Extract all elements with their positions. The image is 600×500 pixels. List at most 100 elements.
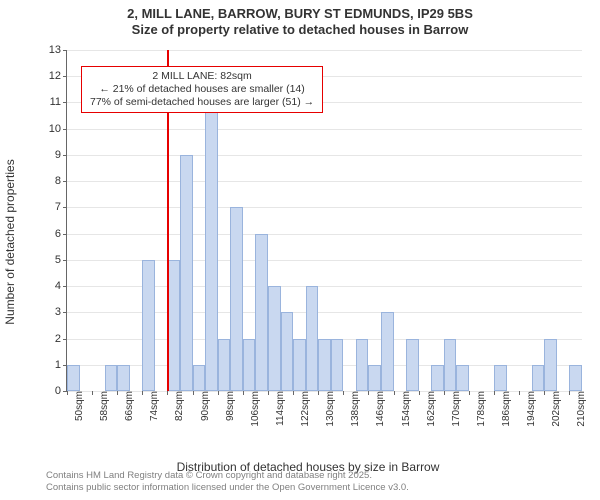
histogram-bar (293, 339, 306, 391)
histogram-bar (281, 312, 294, 391)
histogram-bar (544, 339, 557, 391)
histogram-bar (243, 339, 256, 391)
x-tick-mark (368, 391, 369, 395)
x-tick-label: 162sqm (422, 391, 437, 427)
histogram-bar (180, 155, 193, 391)
gridline-h (67, 50, 582, 51)
y-tick-label: 8 (55, 175, 67, 187)
x-tick-label: 50sqm (70, 391, 85, 421)
histogram-bar (306, 286, 319, 391)
credits-line-1: Contains HM Land Registry data © Crown c… (46, 470, 409, 482)
histogram-bar (218, 339, 231, 391)
x-tick-label: 66sqm (120, 391, 135, 421)
x-tick-mark (92, 391, 93, 395)
histogram-bar (494, 365, 507, 391)
x-tick-label: 106sqm (246, 391, 261, 427)
x-tick-label: 154sqm (397, 391, 412, 427)
histogram-bar (368, 365, 381, 391)
histogram-bar (318, 339, 331, 391)
x-tick-mark (519, 391, 520, 395)
title-line-2: Size of property relative to detached ho… (0, 22, 600, 38)
x-tick-mark (394, 391, 395, 395)
x-tick-mark (243, 391, 244, 395)
x-tick-label: 130sqm (321, 391, 336, 427)
plot-region: 01234567891011121350sqm58sqm66sqm74sqm82… (66, 50, 582, 392)
y-tick-label: 3 (55, 306, 67, 318)
x-tick-mark (419, 391, 420, 395)
annotation-line: 2 MILL LANE: 82sqm (90, 70, 314, 83)
histogram-bar (193, 365, 206, 391)
y-tick-label: 7 (55, 201, 67, 213)
x-tick-mark (569, 391, 570, 395)
y-tick-label: 11 (50, 96, 67, 108)
y-tick-label: 12 (49, 70, 67, 82)
histogram-bar (431, 365, 444, 391)
x-tick-label: 82sqm (170, 391, 185, 421)
histogram-bar (230, 207, 243, 391)
x-tick-mark (218, 391, 219, 395)
annotation-line: 77% of semi-detached houses are larger (… (90, 96, 314, 109)
histogram-bar (205, 102, 218, 391)
x-tick-mark (544, 391, 545, 395)
x-tick-label: 146sqm (371, 391, 386, 427)
x-tick-label: 202sqm (547, 391, 562, 427)
y-tick-label: 6 (55, 228, 67, 240)
histogram-bar (456, 365, 469, 391)
x-tick-mark (469, 391, 470, 395)
x-tick-label: 210sqm (572, 391, 587, 427)
title-line-1: 2, MILL LANE, BARROW, BURY ST EDMUNDS, I… (0, 6, 600, 22)
x-tick-mark (318, 391, 319, 395)
histogram-bar (142, 260, 155, 391)
histogram-bar (268, 286, 281, 391)
y-tick-label: 13 (49, 44, 67, 56)
x-tick-label: 58sqm (95, 391, 110, 421)
histogram-bar (532, 365, 545, 391)
x-tick-mark (117, 391, 118, 395)
x-tick-label: 186sqm (497, 391, 512, 427)
histogram-bar (67, 365, 80, 391)
credits-line-2: Contains public sector information licen… (46, 482, 409, 494)
x-tick-mark (268, 391, 269, 395)
credits: Contains HM Land Registry data © Crown c… (46, 470, 409, 494)
x-tick-mark (67, 391, 68, 395)
y-tick-label: 4 (55, 280, 67, 292)
x-tick-label: 90sqm (196, 391, 211, 421)
histogram-bar (356, 339, 369, 391)
histogram-bar (444, 339, 457, 391)
histogram-bar (569, 365, 582, 391)
x-tick-label: 178sqm (472, 391, 487, 427)
gridline-h (67, 207, 582, 208)
x-tick-mark (343, 391, 344, 395)
x-tick-label: 98sqm (221, 391, 236, 421)
gridline-h (67, 155, 582, 156)
y-tick-label: 0 (55, 385, 67, 397)
x-tick-mark (293, 391, 294, 395)
chart-title: 2, MILL LANE, BARROW, BURY ST EDMUNDS, I… (0, 0, 600, 39)
x-tick-mark (142, 391, 143, 395)
x-tick-mark (494, 391, 495, 395)
x-tick-label: 122sqm (296, 391, 311, 427)
y-tick-label: 2 (55, 333, 67, 345)
x-tick-label: 170sqm (447, 391, 462, 427)
histogram-bar (255, 234, 268, 391)
y-tick-label: 9 (55, 149, 67, 161)
y-tick-label: 10 (49, 123, 67, 135)
x-tick-label: 74sqm (145, 391, 160, 421)
y-axis-label: Number of detached properties (3, 159, 17, 324)
x-tick-label: 194sqm (522, 391, 537, 427)
histogram-bar (406, 339, 419, 391)
x-tick-mark (167, 391, 168, 395)
chart-area: Number of detached properties 0123456789… (28, 46, 588, 438)
histogram-bar (381, 312, 394, 391)
gridline-h (67, 129, 582, 130)
histogram-bar (105, 365, 118, 391)
histogram-bar (117, 365, 130, 391)
annotation-line: ← 21% of detached houses are smaller (14… (90, 83, 314, 96)
y-tick-label: 5 (55, 254, 67, 266)
x-tick-label: 114sqm (271, 391, 286, 426)
y-tick-label: 1 (55, 359, 67, 371)
x-tick-mark (444, 391, 445, 395)
x-tick-mark (193, 391, 194, 395)
gridline-h (67, 234, 582, 235)
x-tick-label: 138sqm (346, 391, 361, 427)
